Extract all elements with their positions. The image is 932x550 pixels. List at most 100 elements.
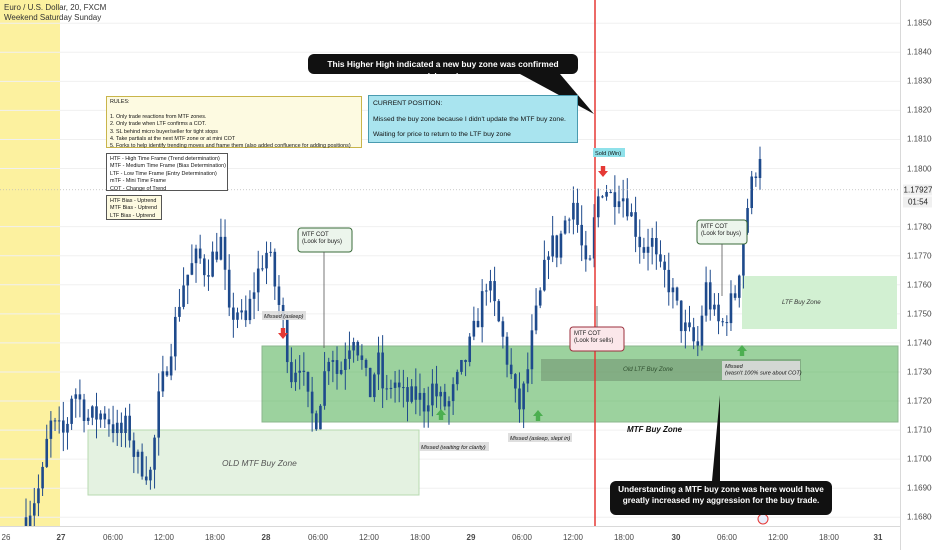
candle-body	[178, 306, 181, 317]
candle-body	[173, 316, 177, 357]
price-tick: 1.17800	[907, 222, 932, 232]
candle-body	[269, 251, 272, 253]
candle-body	[443, 391, 447, 407]
candle-body	[758, 158, 762, 178]
candle-body	[460, 359, 463, 372]
candle-body	[261, 268, 264, 270]
candle-body	[153, 437, 156, 470]
candle-body	[290, 362, 293, 383]
position-line-2: Waiting for price to return to the LTF b…	[373, 131, 511, 138]
candle-body	[551, 235, 554, 257]
rules-box[interactable]: RULES: 1. Only trade reactions from MTF …	[106, 96, 362, 149]
candle-body	[406, 387, 409, 402]
candle-body	[675, 287, 679, 301]
candle-body	[514, 374, 517, 389]
candle-body	[373, 374, 376, 398]
candle-body	[729, 293, 733, 324]
timeframe-legend-box[interactable]: HTF - High Time Frame (Trend determinati…	[106, 153, 228, 192]
missed-not-sure-label: Missed (wasn't 100% sure about COT)	[725, 364, 802, 377]
price-axis[interactable]: 1.18500 1.18400 1.18300 1.18200 1.18100 1.180…	[900, 0, 932, 550]
higher-high-callout[interactable]: This Higher High indicated a new buy zon…	[308, 54, 578, 81]
bias-box[interactable]: HTF Bias - Uptrend MTF Bias - Uptrend LTF …	[106, 195, 162, 220]
candle-body	[526, 369, 530, 384]
price-tick: 1.18300	[907, 76, 932, 86]
time-tick: 28	[261, 533, 271, 542]
candle-body	[522, 383, 525, 410]
position-title: CURRENT POSITION:	[373, 100, 443, 107]
mtf-cot-buys-1: MTF COT (Look for buys)	[302, 232, 342, 245]
rules_box-line	[110, 106, 358, 113]
candle-body	[91, 406, 94, 418]
candle-body	[265, 252, 268, 269]
candle-body	[252, 292, 256, 299]
candle-body	[476, 320, 480, 328]
candle-body	[692, 327, 695, 342]
rules_box-line: 1. Only trade reactions from MTF zones.	[110, 113, 207, 120]
candle-body	[547, 256, 550, 260]
price-tick: 1.18100	[907, 134, 932, 144]
candle-body	[165, 371, 169, 376]
missed-waiting-label-bg	[419, 442, 489, 451]
price-tick: 1.17700	[907, 251, 932, 261]
candle-body	[605, 191, 608, 197]
timeframe_box-line: COT - Change of Trend	[110, 185, 167, 192]
candle-body	[688, 322, 691, 328]
candle-body	[435, 383, 438, 397]
bias_box-line: HTF Bias - Uptrend	[110, 198, 157, 204]
candle-body	[32, 503, 36, 516]
timeframe_box-line: MTF - Medium Time Frame (Bias Determinat…	[110, 163, 226, 170]
current-position-box[interactable]: CURRENT POSITION: Missed the buy zone be…	[368, 95, 578, 143]
candle-body	[140, 451, 144, 477]
candle-body	[493, 281, 496, 302]
price-tick: 1.18400	[907, 47, 932, 57]
candle-body	[331, 360, 335, 362]
candle-body	[53, 420, 57, 422]
buy-arrow-1	[436, 409, 446, 420]
candle-body	[227, 269, 231, 308]
candle-body	[190, 263, 194, 275]
candle-body	[128, 415, 131, 441]
candle-body	[596, 196, 600, 218]
time-axis[interactable]: 26 27 06:00 12:00 18:00 28 06:00 12:00 18:00 29 06…	[0, 526, 900, 550]
candle-body	[609, 191, 613, 193]
candle-body	[144, 476, 148, 481]
candle-body	[356, 341, 360, 356]
ltf-buy-zone-label: LTF Buy Zone	[782, 299, 821, 306]
candle-body	[49, 420, 53, 439]
candle-body	[381, 352, 384, 389]
candle-body	[472, 320, 476, 337]
candle-body	[447, 401, 451, 407]
candle-body	[464, 359, 467, 363]
candle-body	[750, 176, 754, 209]
candle-body	[638, 236, 642, 248]
candle-body	[111, 424, 115, 434]
candle-body	[737, 275, 741, 298]
candle-body	[480, 291, 484, 328]
candle-body	[650, 237, 654, 247]
chart-area[interactable]: MTF COT (Look for buys) MTF COT (Look for s…	[0, 0, 900, 526]
candle-body	[584, 245, 588, 260]
candle-body	[45, 438, 49, 467]
candle-body	[385, 388, 389, 390]
candle-body	[530, 330, 534, 370]
sold-win-bg	[593, 148, 625, 157]
candle-body	[630, 212, 633, 217]
candle-body	[339, 369, 343, 374]
rules_box-line: 2. Only trade when LTF confirms a COT.	[110, 121, 207, 128]
candle-body	[124, 415, 127, 433]
sell-arrow-2	[598, 166, 608, 177]
candle-body	[642, 247, 646, 253]
candle-body	[302, 370, 306, 372]
candle-body	[663, 261, 666, 270]
rules_box-line: 3. SL behind micro buyer/seller for tigh…	[110, 128, 218, 135]
candle-body	[377, 352, 380, 375]
candle-body	[742, 232, 745, 276]
candle-body	[468, 336, 472, 363]
candle-body	[78, 394, 82, 400]
mtf-buy-zone-label: MTF Buy Zone	[627, 425, 683, 434]
candle-body	[344, 358, 347, 370]
mtf-zone-insight-callout[interactable]: Understanding a MTF buy zone was here wo…	[610, 481, 832, 515]
candle-body	[248, 298, 252, 321]
candle-body	[198, 248, 202, 259]
candle-body	[360, 355, 364, 360]
